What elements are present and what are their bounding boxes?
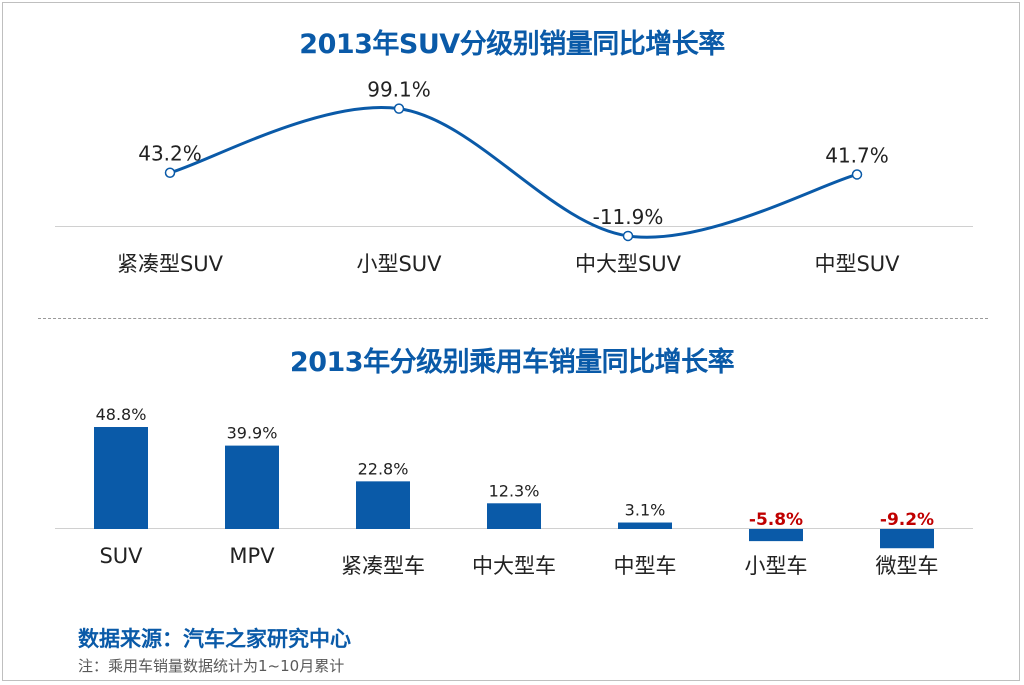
bar	[225, 445, 279, 529]
bar	[94, 427, 148, 529]
line-data-label: 99.1%	[367, 78, 431, 102]
line-point	[851, 169, 863, 180]
bar-data-label: -5.8%	[749, 510, 803, 530]
bar-category-label: 中型车	[614, 554, 677, 578]
line-chart-baseline	[55, 226, 973, 227]
line-chart-title: 2013年SUV分级别销量同比增长率	[299, 29, 725, 60]
bar-category-label: SUV	[99, 544, 143, 568]
line-series	[169, 105, 858, 239]
bar-chart-title: 2013年分级别乘用车销量同比增长率	[289, 347, 735, 378]
section-divider	[38, 318, 988, 319]
bar-category-label: MPV	[229, 544, 275, 568]
bar-data-label: 3.1%	[625, 501, 666, 520]
bar-data-label: 12.3%	[489, 481, 540, 500]
bar	[487, 503, 541, 529]
line-point	[164, 167, 176, 178]
line-point	[393, 103, 405, 114]
bar-category-label: 中大型车	[472, 554, 556, 578]
line-category-label: 中大型SUV	[575, 252, 682, 276]
line-category-label: 小型SUV	[356, 252, 442, 276]
line-data-label: 41.7%	[825, 143, 889, 167]
line-category-label: 中型SUV	[814, 252, 900, 276]
bar	[356, 481, 410, 529]
bar-category-label: 小型车	[745, 554, 808, 578]
bar	[618, 522, 672, 529]
bar	[749, 529, 803, 542]
line-point	[622, 230, 634, 242]
bar-category-label: 微型车	[876, 554, 939, 578]
line-category-label: 紧凑型SUV	[117, 252, 224, 276]
bar-category-label: 紧凑型车	[341, 554, 425, 578]
bar-data-label: 48.8%	[96, 405, 147, 424]
data-source: 数据来源：汽车之家研究中心	[78, 627, 351, 651]
bar	[880, 529, 934, 549]
bar-data-label: -9.2%	[880, 510, 934, 530]
line-data-label: 43.2%	[138, 142, 202, 166]
line-data-label: -11.9%	[593, 205, 664, 229]
bar-data-label: 39.9%	[227, 424, 278, 443]
bar-data-label: 22.8%	[358, 459, 409, 478]
footnote: 注：乘用车销量数据统计为1~10月累计	[78, 657, 345, 675]
